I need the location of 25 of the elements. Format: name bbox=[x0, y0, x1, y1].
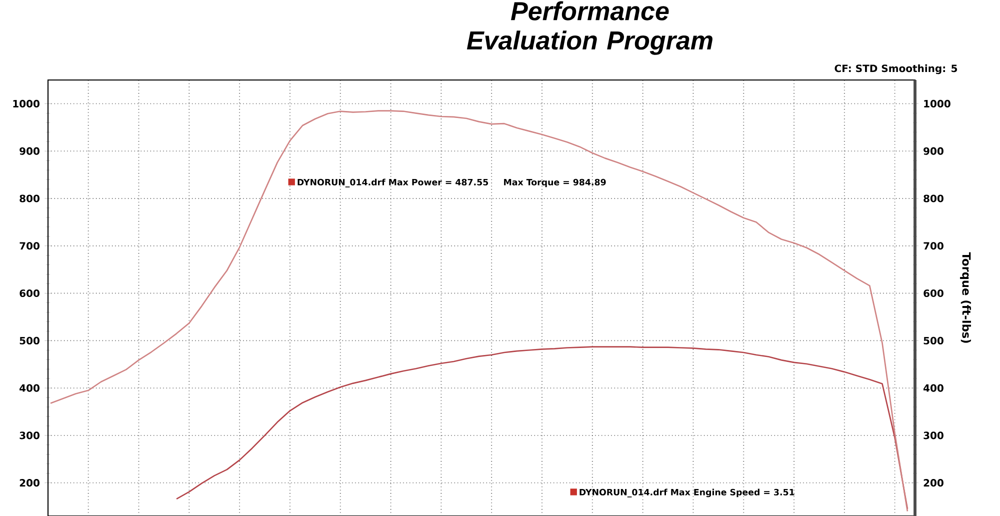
y-tick-label: 500 bbox=[20, 336, 40, 344]
y-tick-label: 800 bbox=[20, 194, 40, 202]
y2-tick-label: 1000 bbox=[924, 100, 950, 108]
annotation: Max Torque = 984.89 bbox=[504, 178, 606, 188]
y2-tick-label: 600 bbox=[924, 289, 944, 298]
y2-tick-label: 300 bbox=[924, 432, 944, 440]
annotation: DYNORUN_014.drf Max Engine Speed = 3.51 bbox=[580, 488, 794, 498]
y-tick-label: 600 bbox=[20, 289, 40, 298]
text: CF: STD Smoothing: 5 bbox=[834, 64, 958, 74]
y-tick-label: 700 bbox=[20, 242, 40, 250]
y2-tick-label: 900 bbox=[924, 147, 944, 155]
line-series bbox=[50, 110, 908, 512]
y2-tick-label: 200 bbox=[924, 479, 944, 487]
annotation: DYNORUN_014.drf Max Power = 487.55 bbox=[298, 178, 488, 188]
y-tick-label: 200 bbox=[20, 479, 40, 487]
y-tick-label: 1000 bbox=[13, 100, 40, 108]
y-tick-label: 300 bbox=[20, 432, 40, 440]
chart-title: Performance Evaluation Program bbox=[466, 1, 712, 55]
y2-tick-label: 400 bbox=[923, 384, 944, 392]
y2-tick-label: 700 bbox=[924, 242, 944, 250]
y-tick-label: 400 bbox=[20, 384, 40, 392]
y-tick-label: 900 bbox=[20, 147, 40, 155]
y2-tick-label: 800 bbox=[924, 194, 944, 202]
y2-tick-label: 500 bbox=[924, 336, 944, 344]
y2-axis-title: Torque (ft-lbs) bbox=[960, 252, 972, 343]
